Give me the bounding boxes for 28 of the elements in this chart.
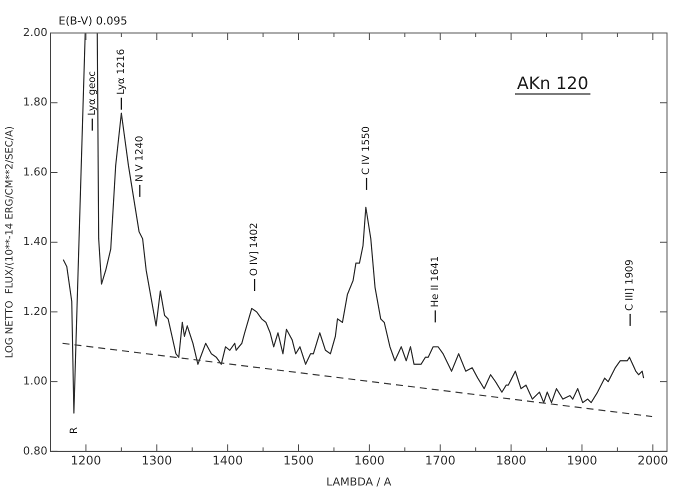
- annotation: C III] 1909: [624, 259, 636, 311]
- annotation: O IV] 1402: [249, 222, 260, 276]
- y-tick-label: 0.80: [22, 444, 48, 458]
- x-tick-label: 2000: [638, 454, 668, 468]
- x-tick-label: 1700: [424, 454, 456, 468]
- x-axis-title: LAMBDA / A: [326, 475, 392, 488]
- y-tick-label: 2.00: [22, 26, 48, 39]
- annotation: He II 1641: [430, 256, 441, 308]
- annotation: Lyα geoc: [86, 71, 98, 116]
- x-tick-label: 1500: [283, 454, 314, 468]
- text: AKn 120: [517, 74, 588, 94]
- annotation: N V 1240: [134, 136, 146, 182]
- text: E(B-V) 0.095: [58, 14, 128, 28]
- annotation: Lyα 1216: [116, 48, 127, 95]
- annotation: R: [69, 426, 80, 434]
- x-tick-label: 1900: [566, 454, 598, 468]
- x-tick-label: 1300: [142, 454, 172, 468]
- y-tick-label: 1.40: [22, 235, 48, 248]
- y-tick-label: 1.80: [22, 96, 48, 109]
- y-tick-label: 1.20: [22, 304, 48, 318]
- y-tick-label: 1.60: [22, 165, 48, 178]
- x-tick-label: 1200: [70, 454, 102, 468]
- annotation: C IV 1550: [361, 126, 372, 175]
- x-tick-label: 1400: [212, 454, 243, 468]
- x-tick-label: 1800: [496, 454, 526, 468]
- y-axis-title: LOG NETTO FLUX/(10**-14 ERG/CM**2/SEC/A): [4, 126, 16, 358]
- y-tick-label: 1.00: [22, 374, 48, 388]
- x-tick-label: 1600: [354, 454, 385, 468]
